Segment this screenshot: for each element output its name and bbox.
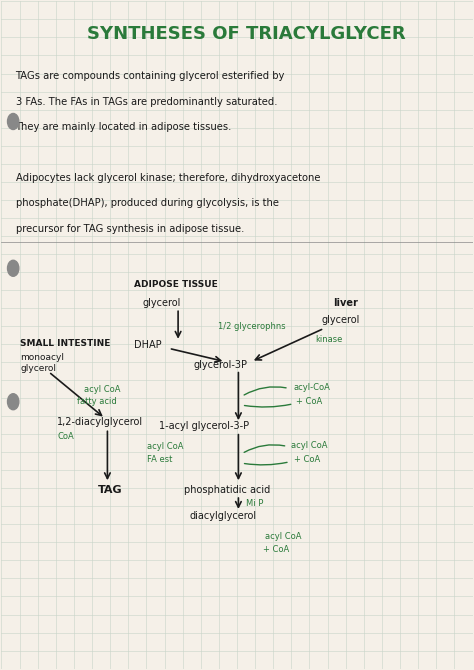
Text: acyl CoA: acyl CoA [147, 442, 184, 451]
Text: TAG: TAG [98, 485, 122, 495]
Text: phosphatidic acid: phosphatidic acid [184, 485, 271, 495]
Text: liver: liver [333, 298, 358, 308]
Text: SMALL INTESTINE: SMALL INTESTINE [20, 338, 110, 348]
Text: FA est: FA est [147, 456, 173, 464]
Text: glycerol-3P: glycerol-3P [193, 360, 247, 370]
Text: glycerol: glycerol [321, 315, 360, 325]
Text: SYNTHESES OF TRIACYLGLYCER: SYNTHESES OF TRIACYLGLYCER [87, 25, 406, 43]
Text: + CoA: + CoA [296, 397, 322, 406]
Text: glycerol: glycerol [142, 298, 181, 308]
Text: 3 FAs. The FAs in TAGs are predominantly saturated.: 3 FAs. The FAs in TAGs are predominantly… [16, 96, 277, 107]
Text: acyl-CoA: acyl-CoA [293, 383, 330, 391]
Text: monoacyl
glycerol: monoacyl glycerol [20, 353, 64, 373]
Text: ADIPOSE TISSUE: ADIPOSE TISSUE [134, 281, 218, 289]
Text: Mi P: Mi P [246, 498, 264, 508]
Text: acyl CoA: acyl CoA [84, 385, 120, 394]
Text: diacylglycerol: diacylglycerol [189, 511, 256, 521]
Circle shape [8, 260, 19, 276]
Text: DHAP: DHAP [134, 340, 161, 350]
Text: 1/2 glycerophns: 1/2 glycerophns [218, 322, 286, 331]
Text: 1,2-diacylglycerol: 1,2-diacylglycerol [57, 417, 144, 427]
Text: TAGs are compounds containing glycerol esterified by: TAGs are compounds containing glycerol e… [16, 72, 285, 82]
Text: + CoA: + CoA [293, 456, 320, 464]
Text: acyl CoA: acyl CoA [291, 441, 328, 450]
Text: kinase: kinase [315, 335, 343, 344]
Text: acyl CoA: acyl CoA [265, 532, 302, 541]
Text: + CoA: + CoA [263, 545, 289, 554]
Text: precursor for TAG synthesis in adipose tissue.: precursor for TAG synthesis in adipose t… [16, 224, 244, 234]
Text: phosphate(DHAP), produced during glycolysis, is the: phosphate(DHAP), produced during glycoly… [16, 198, 279, 208]
Text: CoA: CoA [58, 432, 75, 441]
Text: They are mainly located in adipose tissues.: They are mainly located in adipose tissu… [16, 122, 232, 132]
Circle shape [8, 113, 19, 129]
Text: Adipocytes lack glycerol kinase; therefore, dihydroxyacetone: Adipocytes lack glycerol kinase; therefo… [16, 173, 320, 183]
Text: 1-acyl glycerol-3-P: 1-acyl glycerol-3-P [159, 421, 249, 431]
Text: fatty acid: fatty acid [77, 397, 117, 406]
Circle shape [8, 394, 19, 410]
